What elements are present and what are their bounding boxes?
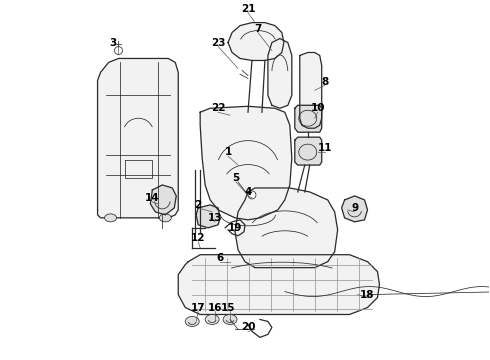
Text: 16: 16 (208, 302, 222, 312)
Text: 23: 23 (211, 37, 225, 48)
Ellipse shape (223, 315, 237, 324)
Polygon shape (235, 188, 338, 268)
Ellipse shape (185, 316, 199, 327)
Circle shape (248, 191, 256, 199)
Text: 19: 19 (228, 223, 242, 233)
Text: 8: 8 (321, 77, 328, 87)
Polygon shape (150, 185, 176, 215)
Polygon shape (300, 53, 322, 128)
Polygon shape (342, 196, 368, 222)
Text: 12: 12 (191, 233, 205, 243)
Polygon shape (196, 205, 220, 228)
Text: 6: 6 (217, 253, 224, 263)
Text: 13: 13 (208, 213, 222, 223)
Polygon shape (200, 106, 292, 220)
Polygon shape (178, 255, 379, 315)
Circle shape (115, 46, 122, 54)
Ellipse shape (104, 214, 117, 222)
Text: 9: 9 (351, 203, 358, 213)
Polygon shape (228, 23, 284, 60)
Text: 5: 5 (232, 173, 240, 183)
Text: 4: 4 (245, 187, 252, 197)
Text: 11: 11 (318, 143, 332, 153)
Text: 17: 17 (191, 302, 205, 312)
Text: 14: 14 (145, 193, 160, 203)
Text: 21: 21 (241, 4, 255, 14)
Ellipse shape (159, 214, 171, 222)
Polygon shape (98, 58, 178, 218)
Text: 2: 2 (195, 200, 202, 210)
Polygon shape (268, 39, 292, 108)
Text: 7: 7 (254, 24, 262, 33)
Text: 22: 22 (211, 103, 225, 113)
Text: 15: 15 (221, 302, 235, 312)
Ellipse shape (205, 315, 219, 324)
Text: 20: 20 (241, 323, 255, 332)
Polygon shape (295, 105, 322, 132)
Text: 18: 18 (360, 289, 375, 300)
Polygon shape (295, 137, 322, 165)
Text: 10: 10 (311, 103, 325, 113)
Text: 1: 1 (224, 147, 232, 157)
Text: 3: 3 (109, 37, 116, 48)
